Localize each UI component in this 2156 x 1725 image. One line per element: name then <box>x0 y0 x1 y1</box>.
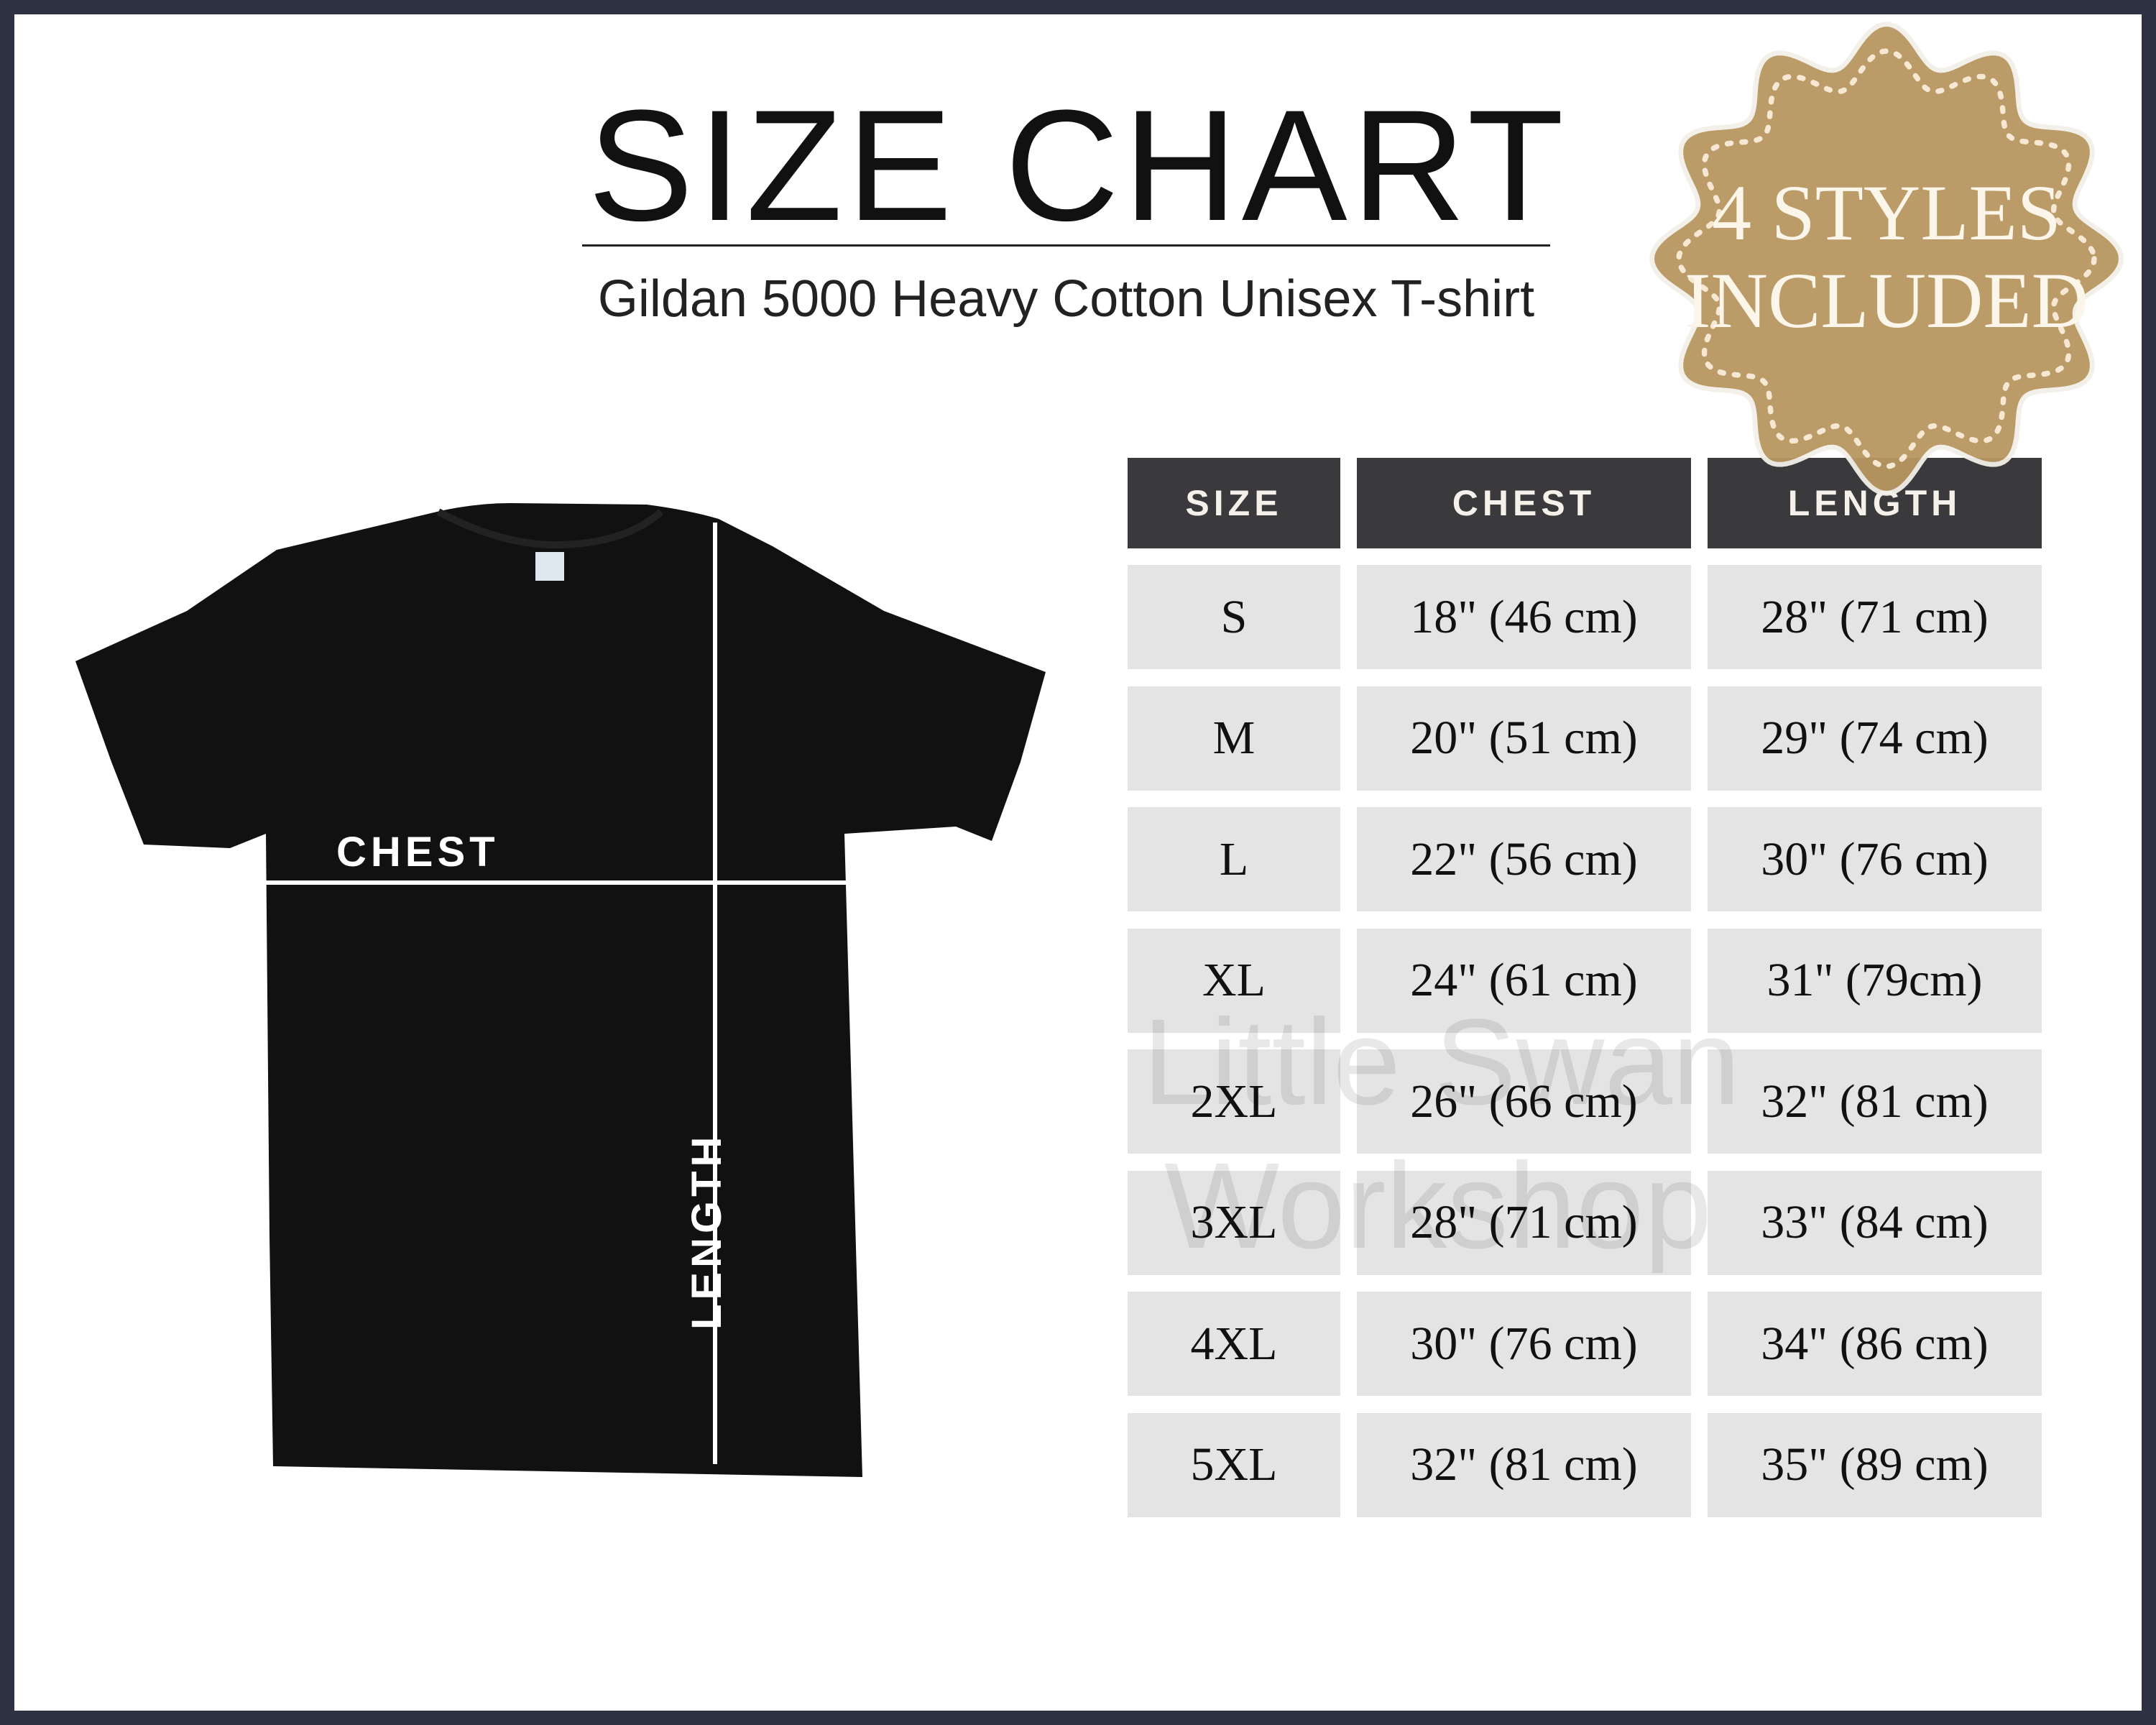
badge-text: 4 STYLES INCLUDED <box>1642 169 2131 344</box>
table-cell-size: L <box>1128 807 1340 911</box>
table-cell-chest: 26" (66 cm) <box>1357 1049 1691 1154</box>
table-cell-size: 2XL <box>1128 1049 1340 1154</box>
table-cell-chest: 30" (76 cm) <box>1357 1292 1691 1396</box>
table-cell-size: S <box>1128 565 1340 669</box>
length-label: LENGTH <box>683 1132 730 1330</box>
table-cell-length: 34" (86 cm) <box>1708 1292 2042 1396</box>
table-cell-chest: 24" (61 cm) <box>1357 928 1691 1033</box>
badge-line-1: 4 STYLES <box>1712 169 2061 257</box>
table-cell-length: 33" (84 cm) <box>1708 1170 2042 1275</box>
table-cell-chest: 20" (51 cm) <box>1357 686 1691 791</box>
table-cell-chest: 28" (71 cm) <box>1357 1170 1691 1275</box>
page-title: SIZE CHART <box>588 77 1568 254</box>
table-cell-chest: 32" (81 cm) <box>1357 1412 1691 1517</box>
table-cell-size: 3XL <box>1128 1170 1340 1275</box>
table-cell-chest: 22" (56 cm) <box>1357 807 1691 911</box>
table-cell-size: XL <box>1128 928 1340 1033</box>
table-cell-chest: 18" (46 cm) <box>1357 565 1691 669</box>
badge-seal <box>1649 22 2124 496</box>
table-cell-length: 32" (81 cm) <box>1708 1049 2042 1154</box>
neck-tag <box>535 552 564 581</box>
table-cell-size: 5XL <box>1128 1412 1340 1517</box>
badge-line-2: INCLUDED <box>1684 257 2089 344</box>
table-cell-length: 29" (74 cm) <box>1708 686 2042 791</box>
table-cell-length: 31" (79cm) <box>1708 928 2042 1033</box>
chest-label: CHEST <box>336 829 499 875</box>
column-header-size: SIZE <box>1128 458 1340 548</box>
title-divider <box>582 244 1550 247</box>
table-cell-size: M <box>1128 686 1340 791</box>
subtitle: Gildan 5000 Heavy Cotton Unisex T-shirt <box>597 270 1535 328</box>
column-header-chest: CHEST <box>1357 458 1691 548</box>
table-cell-length: 35" (89 cm) <box>1708 1412 2042 1517</box>
collar <box>436 508 664 549</box>
table-cell-length: 28" (71 cm) <box>1708 565 2042 669</box>
table-cell-size: 4XL <box>1128 1292 1340 1396</box>
table-cell-length: 30" (76 cm) <box>1708 807 2042 911</box>
tshirt-shape <box>75 503 1046 1477</box>
